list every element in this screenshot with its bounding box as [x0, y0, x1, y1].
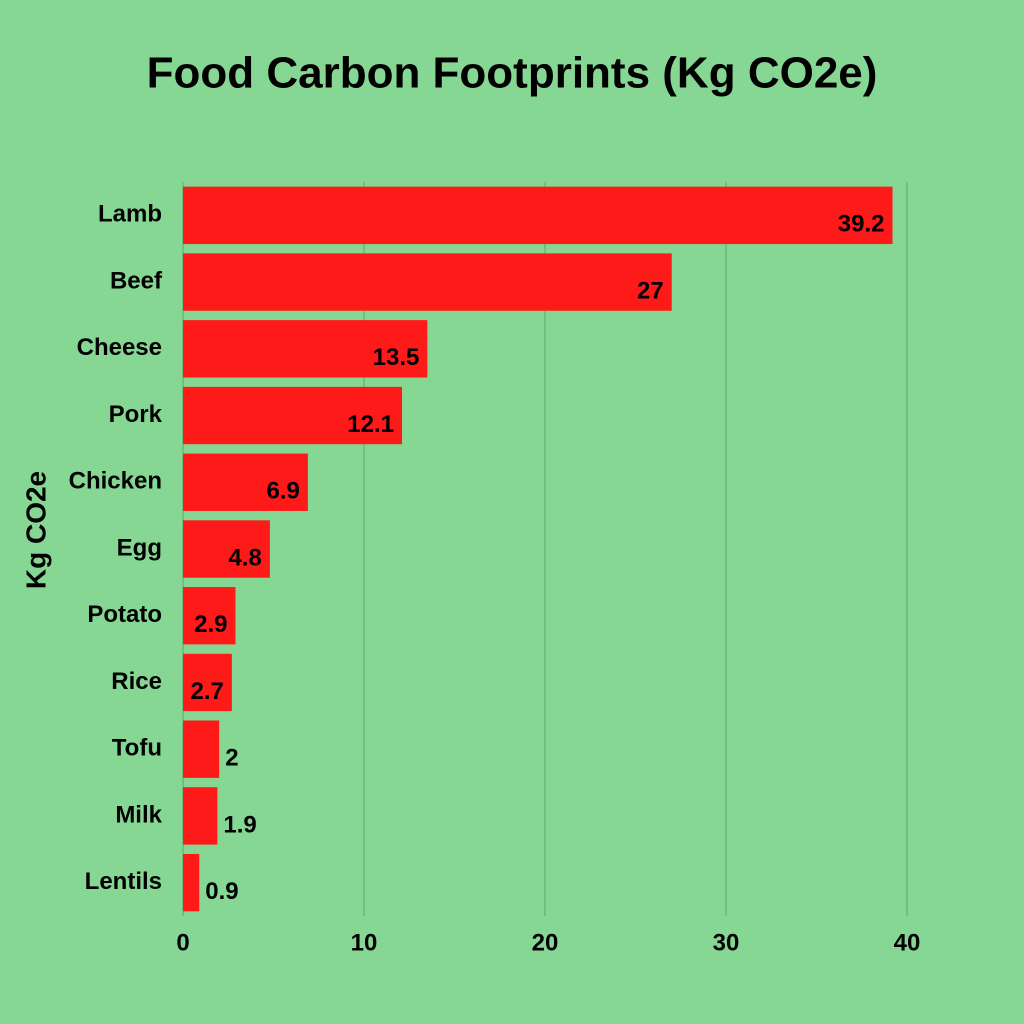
x-tick-label: 0 [176, 929, 189, 956]
value-label: 0.9 [205, 878, 238, 905]
bar [183, 453, 308, 511]
x-tick-label: 40 [894, 929, 921, 956]
y-tick-label: Egg [117, 534, 162, 561]
value-label: 2.9 [194, 611, 227, 638]
y-axis-title: Kg CO2e [20, 471, 51, 589]
y-tick-label: Milk [115, 801, 162, 828]
y-tick-label: Potato [87, 601, 162, 628]
bar [183, 186, 893, 245]
value-label: 27 [637, 277, 664, 304]
x-tick-label: 20 [532, 929, 559, 956]
value-label: 39.2 [838, 211, 885, 238]
bar [183, 653, 232, 712]
x-tick-label: 30 [713, 929, 740, 956]
bar [183, 720, 220, 778]
x-tick-label: 10 [351, 929, 378, 956]
bar [183, 520, 270, 578]
value-label: 13.5 [373, 344, 420, 371]
y-tick-label: Lentils [85, 868, 162, 895]
value-label: 2 [225, 745, 238, 772]
y-tick-label: Tofu [112, 735, 162, 762]
bar [183, 853, 200, 912]
value-label: 1.9 [223, 811, 256, 838]
bar [183, 386, 403, 445]
bar [183, 587, 236, 645]
value-label: 4.8 [229, 544, 262, 571]
value-label: 6.9 [267, 478, 300, 505]
y-tick-label: Pork [109, 401, 163, 428]
value-label: 2.7 [190, 678, 223, 705]
value-label: 12.1 [347, 411, 394, 438]
bar [183, 253, 672, 311]
bar [183, 787, 218, 845]
bar [183, 320, 428, 378]
y-tick-label: Chicken [69, 468, 162, 495]
y-tick-label: Lamb [98, 201, 162, 228]
y-tick-label: Beef [110, 267, 163, 294]
y-tick-label: Cheese [77, 334, 162, 361]
y-tick-label: Rice [111, 668, 162, 695]
chart-title: Food Carbon Footprints (Kg CO2e) [147, 49, 878, 98]
